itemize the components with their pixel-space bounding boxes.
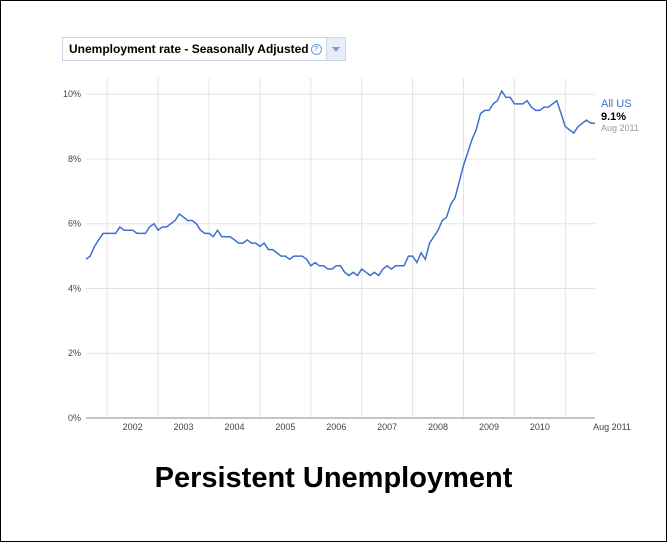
x-tick-label: 2004 <box>224 422 244 432</box>
legend-latest-value: 9.1% <box>601 111 626 123</box>
y-tick-label: 4% <box>68 283 81 293</box>
x-tick-label: 2005 <box>275 422 295 432</box>
y-tick-label: 2% <box>68 348 81 358</box>
x-tick-label: 2006 <box>326 422 346 432</box>
grid-lines <box>86 78 595 418</box>
slide-caption: Persistent Unemployment <box>154 462 513 494</box>
x-tick-label: 2007 <box>377 422 397 432</box>
legend-latest-date: Aug 2011 <box>601 123 639 133</box>
y-tick-label: 0% <box>68 413 81 423</box>
x-tick-label: Aug 2011 <box>593 422 631 432</box>
x-tick-label: 2010 <box>530 422 550 432</box>
indicator-title: Unemployment rate - Seasonally Adjusted <box>69 42 309 56</box>
indicator-dropdown[interactable]: Unemployment rate - Seasonally Adjusted … <box>62 37 346 61</box>
legend-series-name: All US <box>601 98 632 110</box>
x-tick-label: 2002 <box>123 422 143 432</box>
series-line-all-us <box>85 89 595 277</box>
help-circle-icon[interactable]: ? <box>310 43 322 55</box>
x-tick-label: 2003 <box>174 422 194 432</box>
y-tick-label: 6% <box>68 219 81 229</box>
chevron-down-icon[interactable] <box>325 38 345 60</box>
x-axis-tick-labels: 2002 2003 2004 2005 2006 2007 2008 2009 2010 Aug … <box>123 422 631 432</box>
y-tick-label: 10% <box>63 89 81 99</box>
y-tick-label: 8% <box>68 154 81 164</box>
y-axis-tick-labels: 0% 2% 4% 6% 8% 10% <box>63 89 81 423</box>
unemployment-line-chart: 0%2%4%6%8%10% 2002 2003 2004 2005 2006 2007 20… <box>63 78 639 432</box>
x-tick-label: 2009 <box>479 422 499 432</box>
indicator-dropdown-label: Unemployment rate - Seasonally Adjusted … <box>63 38 326 60</box>
x-tick-label: 2008 <box>428 422 448 432</box>
